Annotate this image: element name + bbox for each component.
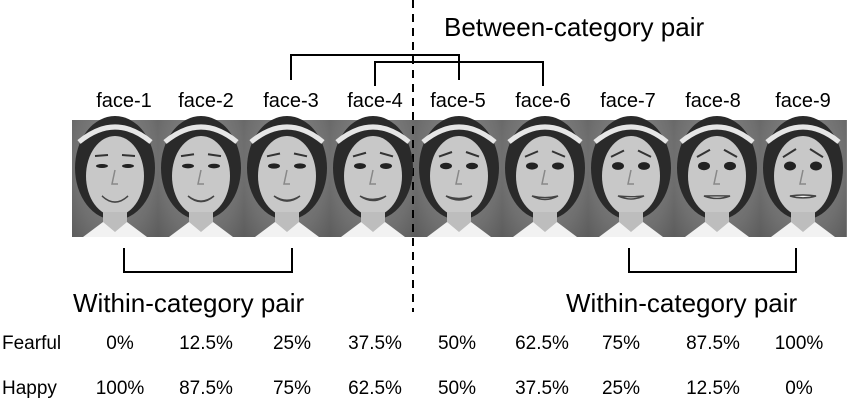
- between-category-title: Between-category pair: [444, 12, 705, 42]
- within-category-title-left: Within-category pair: [73, 288, 305, 318]
- face-label-1: face-1: [96, 90, 152, 112]
- fearful-pct-4: 37.5%: [348, 333, 402, 354]
- within-bracket-right: [628, 248, 797, 273]
- happy-pct-9: 0%: [785, 378, 813, 399]
- face-label-2: face-2: [178, 90, 234, 112]
- happy-pct-8: 12.5%: [686, 378, 740, 399]
- between-bracket-outer: [290, 54, 460, 80]
- face-label-6: face-6: [515, 90, 571, 112]
- fearful-pct-7: 75%: [601, 333, 641, 354]
- fearful-pct-1: 0%: [106, 333, 134, 354]
- within-category-title-right: Within-category pair: [566, 288, 798, 318]
- face-label-3: face-3: [263, 90, 319, 112]
- happy-pct-1: 100%: [95, 378, 145, 399]
- happy-row-label: Happy: [2, 378, 57, 399]
- face-label-8: face-8: [685, 90, 741, 112]
- happy-pct-6: 37.5%: [515, 378, 569, 399]
- within-bracket-left: [123, 248, 293, 273]
- happy-pct-3: 75%: [272, 378, 312, 399]
- face-drawing-3: [247, 116, 327, 237]
- face-label-5: face-5: [430, 90, 486, 112]
- face-drawing-4: [333, 116, 413, 237]
- face-label-9: face-9: [775, 90, 831, 112]
- fearful-pct-5: 50%: [437, 333, 477, 354]
- face-drawing-6: [505, 116, 585, 237]
- happy-pct-2: 87.5%: [179, 378, 233, 399]
- face-drawing-7: [591, 116, 671, 237]
- fearful-pct-6: 62.5%: [515, 333, 569, 354]
- fearful-pct-3: 25%: [272, 333, 312, 354]
- face-drawing-2: [161, 116, 241, 237]
- face-label-7: face-7: [600, 90, 656, 112]
- fearful-row-label: Fearful: [2, 333, 62, 354]
- happy-pct-7: 25%: [601, 378, 641, 399]
- fearful-pct-9: 100%: [774, 333, 824, 354]
- happy-pct-4: 62.5%: [348, 378, 402, 399]
- face-drawing-5: [419, 116, 499, 237]
- face-label-4: face-4: [347, 90, 403, 112]
- face-drawing-9: [763, 116, 843, 237]
- face-drawing-8: [677, 116, 757, 237]
- between-bracket-inner: [374, 61, 544, 86]
- fearful-pct-8: 87.5%: [686, 333, 740, 354]
- fearful-pct-2: 12.5%: [179, 333, 233, 354]
- happy-pct-5: 50%: [437, 378, 477, 399]
- face-drawing-1: [75, 116, 155, 237]
